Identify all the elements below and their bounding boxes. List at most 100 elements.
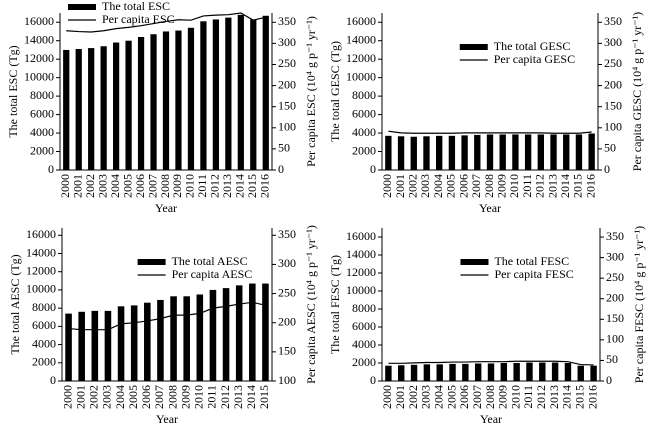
x-tick-label: 2013 — [231, 385, 245, 409]
y-tick-label: 4000 — [352, 125, 376, 139]
y-tick-label: 4000 — [30, 125, 54, 139]
y2-tick-label: 350 — [606, 229, 624, 243]
x-tick-label: 2002 — [406, 174, 420, 198]
x-tick-label: 2002 — [406, 385, 420, 409]
y-tick-label: 0 — [50, 373, 56, 387]
bar — [187, 27, 195, 170]
bar — [524, 134, 532, 170]
legend-label: Per capita AESC — [172, 267, 253, 281]
y2-tick-label: 100 — [606, 332, 624, 346]
bar — [499, 134, 506, 170]
x-tick-label: 2011 — [195, 174, 209, 198]
bar — [262, 283, 269, 381]
y2-tick-label: 250 — [604, 56, 622, 70]
bar — [75, 49, 82, 170]
x-axis-label: Year — [480, 412, 502, 424]
y2-tick-label: 250 — [278, 56, 296, 70]
y-tick-label: 16000 — [346, 229, 376, 243]
bar — [537, 134, 544, 170]
x-tick-label: 2015 — [571, 174, 585, 198]
bar — [500, 363, 508, 381]
x-tick-label: 2005 — [120, 174, 134, 198]
x-tick-label: 2011 — [205, 385, 219, 409]
x-tick-label: 2003 — [418, 174, 432, 198]
bar — [150, 34, 157, 170]
bar — [63, 49, 70, 170]
bar — [577, 365, 584, 381]
y-tick-label: 8000 — [32, 300, 56, 314]
bar — [225, 17, 232, 171]
x-tick-label: 2007 — [470, 385, 484, 409]
x-tick-label: 2016 — [585, 385, 599, 409]
bar — [462, 363, 469, 381]
y-tick-label: 2000 — [32, 355, 56, 369]
bar — [237, 14, 244, 170]
y2-tick-label: 0 — [278, 162, 284, 176]
y2-tick-label: 300 — [278, 256, 296, 270]
y2-axis-label: Per capita AESC (10⁴ g p⁻¹ yr⁻¹) — [304, 225, 318, 384]
y2-axis-label: Per capita FESC (10⁴ g p⁻¹ yr⁻¹) — [632, 226, 646, 383]
y-tick-label: 2000 — [352, 355, 376, 369]
x-tick-label: 2012 — [218, 385, 232, 409]
legend-label: The total AESC — [172, 254, 248, 268]
bar — [590, 365, 597, 381]
bar — [474, 134, 481, 170]
x-axis-label: Year — [155, 201, 177, 215]
y-tick-label: 12000 — [346, 265, 376, 279]
y-tick-label: 4000 — [32, 336, 56, 350]
y2-tick-label: 250 — [278, 285, 296, 299]
y2-tick-label: 350 — [278, 14, 296, 28]
x-tick-label: 2009 — [170, 174, 184, 198]
legend-label: The total GESC — [494, 39, 571, 53]
y2-tick-label: 350 — [278, 227, 296, 241]
x-tick-label: 2014 — [558, 174, 572, 198]
y-tick-label: 6000 — [352, 106, 376, 120]
x-tick-label: 2016 — [258, 174, 272, 198]
bar — [551, 362, 559, 381]
y-tick-label: 6000 — [32, 318, 56, 332]
bar — [423, 136, 430, 170]
y2-axis-label: Per capita GESC (10⁴ g p⁻¹ yr⁻¹) — [630, 12, 644, 171]
x-tick-label: 2007 — [152, 385, 166, 409]
bar — [125, 40, 132, 170]
y-tick-label: 16000 — [24, 14, 54, 28]
bar — [410, 136, 417, 170]
bar — [162, 31, 170, 171]
bar — [212, 19, 219, 170]
bar — [200, 21, 207, 170]
legend-swatch — [137, 259, 166, 265]
y-axis-label: The total ESC (Tg) — [6, 45, 20, 137]
bar — [262, 15, 269, 171]
y-tick-label: 8000 — [352, 88, 376, 102]
bar — [461, 135, 468, 170]
y-tick-label: 16000 — [26, 227, 56, 241]
bar — [513, 363, 520, 381]
y2-tick-label: 200 — [278, 314, 296, 328]
x-tick-label: 2014 — [560, 385, 574, 409]
y2-tick-label: 0 — [606, 373, 612, 387]
x-tick-label: 2009 — [496, 385, 510, 409]
y-tick-label: 14000 — [346, 247, 376, 261]
bar — [436, 364, 443, 381]
bar — [539, 362, 546, 381]
y-tick-label: 0 — [370, 162, 376, 176]
y-tick-label: 6000 — [352, 319, 376, 333]
bar — [250, 19, 257, 170]
y-tick-label: 10000 — [24, 69, 54, 83]
bar — [157, 299, 164, 381]
x-tick-label: 2006 — [457, 385, 471, 409]
x-tick-label: 2014 — [233, 174, 247, 198]
y-tick-label: 6000 — [30, 106, 54, 120]
bar — [100, 46, 107, 171]
bar — [486, 134, 494, 170]
y2-tick-label: 50 — [604, 141, 616, 155]
x-tick-label: 2000 — [380, 174, 394, 198]
x-tick-label: 2000 — [380, 385, 394, 409]
y2-tick-label: 100 — [278, 373, 296, 387]
x-tick-label: 2013 — [220, 174, 234, 198]
bar — [104, 310, 112, 381]
y-tick-label: 4000 — [352, 337, 376, 351]
x-axis-label: Year — [156, 412, 178, 424]
line — [68, 301, 266, 331]
